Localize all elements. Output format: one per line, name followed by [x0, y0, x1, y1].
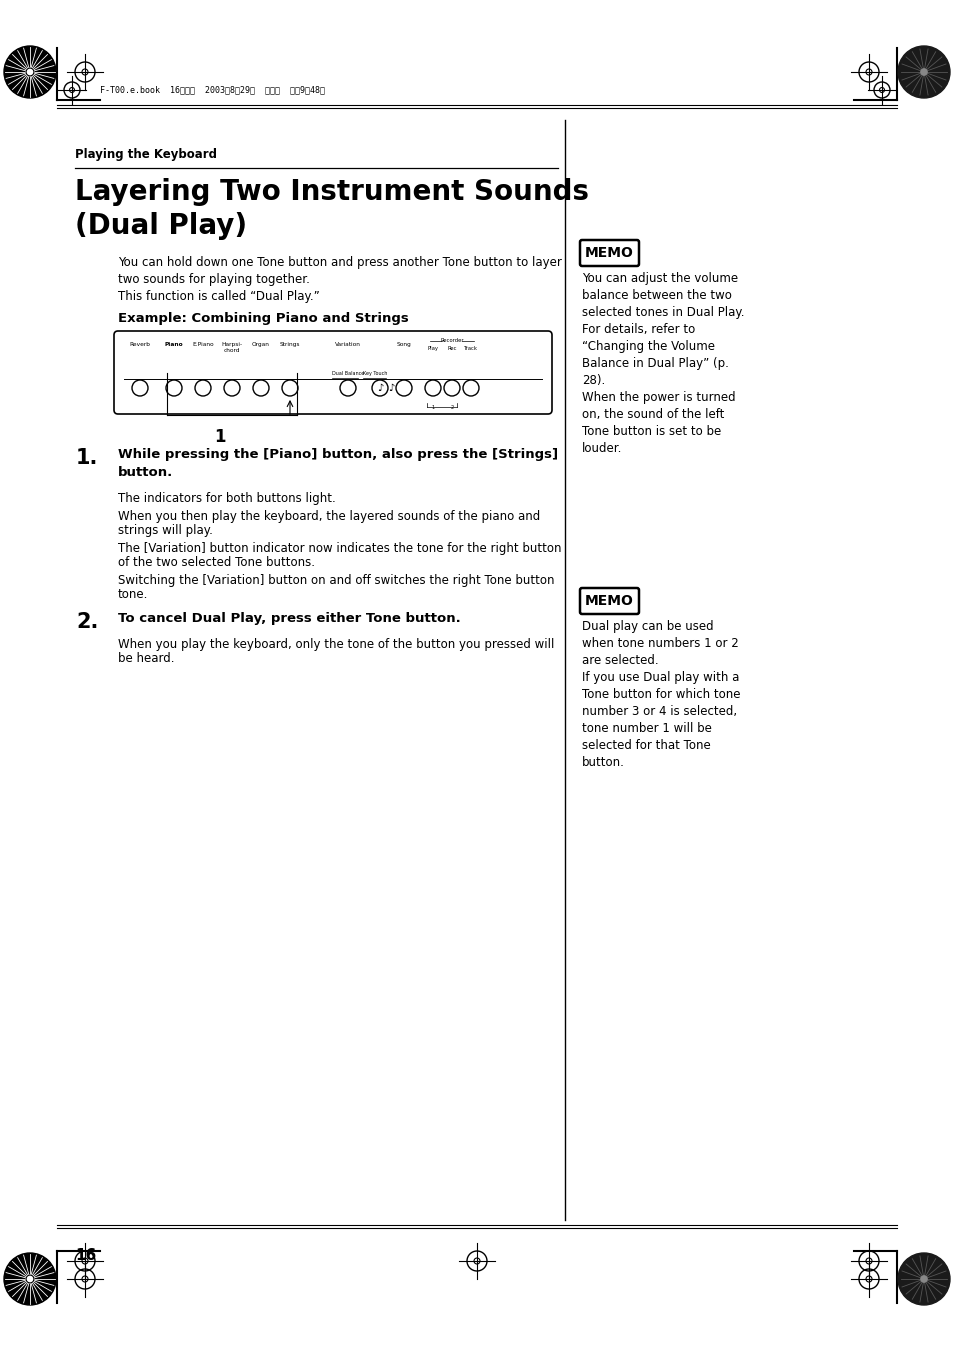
Text: You can hold down one Tone button and press another Tone button to layer
two sou: You can hold down one Tone button and pr… [118, 255, 561, 286]
Text: strings will play.: strings will play. [118, 524, 213, 536]
Text: Song: Song [396, 342, 411, 347]
FancyBboxPatch shape [579, 588, 639, 613]
Circle shape [920, 1275, 926, 1282]
Text: Example: Combining Piano and Strings: Example: Combining Piano and Strings [118, 312, 408, 326]
Text: This function is called “Dual Play.”: This function is called “Dual Play.” [118, 290, 319, 303]
Text: 1: 1 [214, 428, 226, 446]
Text: 16: 16 [75, 1248, 96, 1263]
Text: While pressing the [Piano] button, also press the [Strings]: While pressing the [Piano] button, also … [118, 449, 558, 461]
Text: 1: 1 [431, 405, 435, 409]
Text: Switching the [Variation] button on and off switches the right Tone button: Switching the [Variation] button on and … [118, 574, 554, 586]
Text: To cancel Dual Play, press either Tone button.: To cancel Dual Play, press either Tone b… [118, 612, 460, 626]
Text: button.: button. [118, 466, 173, 480]
Text: Layering Two Instrument Sounds: Layering Two Instrument Sounds [75, 178, 588, 205]
Text: Key Touch: Key Touch [362, 372, 387, 376]
Text: Play: Play [427, 346, 438, 351]
Text: Piano: Piano [165, 342, 183, 347]
Circle shape [26, 68, 34, 76]
Circle shape [4, 46, 56, 99]
Text: Track: Track [463, 346, 477, 351]
Text: Variation: Variation [335, 342, 360, 347]
Text: tone.: tone. [118, 588, 149, 601]
FancyBboxPatch shape [113, 331, 552, 413]
Text: MEMO: MEMO [584, 246, 634, 259]
Text: Playing the Keyboard: Playing the Keyboard [75, 149, 216, 161]
Text: Organ: Organ [252, 342, 270, 347]
Text: ♪: ♪ [376, 382, 383, 393]
Text: of the two selected Tone buttons.: of the two selected Tone buttons. [118, 557, 314, 569]
Text: (Dual Play): (Dual Play) [75, 212, 247, 240]
Text: Strings: Strings [279, 342, 300, 347]
Circle shape [26, 1275, 34, 1283]
Text: Recorder: Recorder [439, 338, 463, 343]
Text: ♪: ♪ [388, 382, 394, 393]
FancyBboxPatch shape [579, 240, 639, 266]
Text: be heard.: be heard. [118, 653, 174, 665]
Text: E.Piano: E.Piano [192, 342, 213, 347]
Text: Rec: Rec [447, 346, 456, 351]
Text: 1.: 1. [76, 449, 98, 467]
Text: The indicators for both buttons light.: The indicators for both buttons light. [118, 492, 335, 505]
Circle shape [920, 69, 926, 76]
Text: Harpsi-
chord: Harpsi- chord [221, 342, 242, 353]
Circle shape [4, 1252, 56, 1305]
Text: Reverb: Reverb [130, 342, 151, 347]
Text: The [Variation] button indicator now indicates the tone for the right button: The [Variation] button indicator now ind… [118, 542, 561, 555]
Text: F-T00.e.book  16ページ  2003年8月29日  金曜日  午前9時48分: F-T00.e.book 16ページ 2003年8月29日 金曜日 午前9時48… [100, 85, 325, 95]
Circle shape [897, 1252, 949, 1305]
Text: Dual Balance: Dual Balance [332, 372, 364, 376]
Text: You can adjust the volume
balance between the two
selected tones in Dual Play.
F: You can adjust the volume balance betwee… [581, 272, 743, 455]
Text: 2.: 2. [76, 612, 98, 632]
Text: 2: 2 [450, 405, 453, 409]
Text: Dual play can be used
when tone numbers 1 or 2
are selected.
If you use Dual pla: Dual play can be used when tone numbers … [581, 620, 740, 769]
Circle shape [897, 46, 949, 99]
Text: MEMO: MEMO [584, 594, 634, 608]
Text: When you play the keyboard, only the tone of the button you pressed will: When you play the keyboard, only the ton… [118, 638, 554, 651]
Text: When you then play the keyboard, the layered sounds of the piano and: When you then play the keyboard, the lay… [118, 509, 539, 523]
